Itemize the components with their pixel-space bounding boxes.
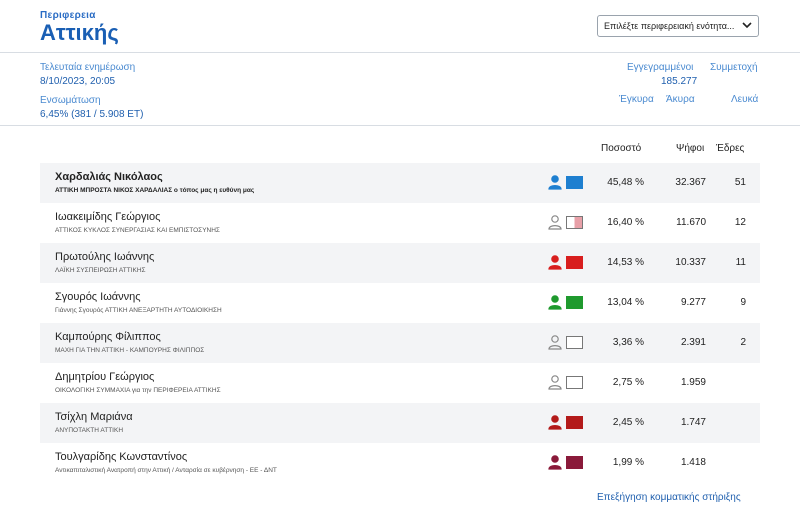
votes-value: 1.959 xyxy=(680,377,706,388)
party-color-swatch xyxy=(566,416,583,429)
table-row[interactable]: Καμπούρης Φίλιππος ΜΑΧΗ ΓΙΑ ΤΗΝ ΑΤΤΙΚΗ -… xyxy=(40,323,760,363)
table-row[interactable]: Δημητρίου Γεώργιος ΟΙΚΟΛΟΓΙΚΗ ΣΥΜΜΑΧΙΑ γ… xyxy=(40,363,760,403)
votes-value: 11.670 xyxy=(676,217,706,228)
person-icon xyxy=(547,294,563,310)
last-update-label: Τελευταία ενημέρωση xyxy=(40,62,136,73)
invalid-label: Άκυρα xyxy=(666,94,695,105)
page-header: Περιφερεια Αττικής Επιλέξτε περιφερειακή… xyxy=(0,0,800,53)
candidate-name: Δημητρίου Γεώργιος xyxy=(55,371,155,383)
seats-value: 2 xyxy=(740,337,746,348)
candidate-name: Τουλγαρίδης Κωνσταντίνος xyxy=(55,451,188,463)
table-row[interactable]: Πρωτούλης Ιωάννης ΛΑΪΚΗ ΣΥΣΠΕΙΡΩΣΗ ΑΤΤΙΚ… xyxy=(40,243,760,283)
party-support-explanation-link[interactable]: Επεξήγηση κομματικής στήριξης xyxy=(597,492,741,503)
person-icon xyxy=(547,414,563,430)
seats-value: 12 xyxy=(734,217,746,228)
party-name: ΑΝΥΠΟΤΑΚΤΗ ΑΤΤΙΚΗ xyxy=(55,427,124,434)
percent-value: 3,36 % xyxy=(612,337,644,348)
percent-value: 2,45 % xyxy=(612,417,644,428)
chevron-down-icon xyxy=(742,20,752,33)
candidate-name: Πρωτούλης Ιωάννης xyxy=(55,251,155,263)
table-row[interactable]: Τουλγαρίδης Κωνσταντίνος Αντικαπιταλιστι… xyxy=(40,443,760,483)
votes-value: 1.747 xyxy=(680,417,706,428)
seats-value: 51 xyxy=(734,177,746,188)
votes-column-header: Ψήφοι xyxy=(676,143,705,154)
party-name: Αντικαπιταλιστική Ανατροπή στην Αττική /… xyxy=(55,467,277,474)
percent-column-header: Ποσοστό xyxy=(601,143,642,154)
percent-value: 16,40 % xyxy=(607,217,644,228)
party-name: ΜΑΧΗ ΓΙΑ ΤΗΝ ΑΤΤΙΚΗ - ΚΑΜΠΟΥΡΗΣ ΦΙΛΙΠΠΟΣ xyxy=(55,347,205,354)
table-row[interactable]: Τσίχλη Μαριάνα ΑΝΥΠΟΤΑΚΤΗ ΑΤΤΙΚΗ 2,45 % … xyxy=(40,403,760,443)
votes-value: 32.367 xyxy=(675,177,706,188)
party-name: ΛΑΪΚΗ ΣΥΣΠΕΙΡΩΣΗ ΑΤΤΙΚΗΣ xyxy=(55,267,146,274)
table-row[interactable]: Σγουρός Ιωάννης Γιάννης Σγουρός ΑΤΤΙΚΗ Α… xyxy=(40,283,760,323)
person-icon xyxy=(547,374,563,390)
party-color-swatch xyxy=(566,176,583,189)
seats-value: 9 xyxy=(740,297,746,308)
party-color-swatch xyxy=(566,456,583,469)
party-color-swatch xyxy=(566,336,583,349)
seats-value: 11 xyxy=(735,257,746,268)
candidate-name: Σγουρός Ιωάννης xyxy=(55,291,141,303)
candidate-name: Τσίχλη Μαριάνα xyxy=(55,411,133,423)
percent-value: 13,04 % xyxy=(607,297,644,308)
percent-value: 45,48 % xyxy=(607,177,644,188)
person-icon xyxy=(547,174,563,190)
party-name: ΑΤΤΙΚΗ ΜΠΡΟΣΤΑ ΝΙΚΟΣ ΧΑΡΔΑΛΙΑΣ ο τόπος μ… xyxy=(55,187,255,194)
party-name: Γιάννης Σγουρός ΑΤΤΙΚΗ ΑΝΕΞΑΡΤΗΤΗ ΑΥΤΟΔΙ… xyxy=(55,307,222,314)
page-title: Αττικής xyxy=(40,20,119,45)
party-color-swatch xyxy=(566,256,583,269)
percent-value: 1,99 % xyxy=(612,457,644,468)
table-header: Ποσοστό Ψήφοι Έδρες xyxy=(40,143,760,163)
seats-column-header: Έδρες xyxy=(716,143,745,154)
table-row[interactable]: Χαρδαλιάς Νικόλαος ΑΤΤΙΚΗ ΜΠΡΟΣΤΑ ΝΙΚΟΣ … xyxy=(40,163,760,203)
registered-label: Εγγεγραμμένοι xyxy=(627,62,694,73)
blank-label: Λευκά xyxy=(731,94,759,105)
party-name: ΑΤΤΙΚΟΣ ΚΥΚΛΟΣ ΣΥΝΕΡΓΑΣΙΑΣ ΚΑΙ ΕΜΠΙΣΤΟΣΥ… xyxy=(55,227,220,234)
percent-value: 2,75 % xyxy=(612,377,644,388)
percent-value: 14,53 % xyxy=(607,257,644,268)
person-icon xyxy=(547,334,563,350)
person-icon xyxy=(547,454,563,470)
table-row[interactable]: Ιωακειμίδης Γεώργιος ΑΤΤΙΚΟΣ ΚΥΚΛΟΣ ΣΥΝΕ… xyxy=(40,203,760,243)
region-select-value: Επιλέξτε περιφερειακή ενότητα... xyxy=(604,21,735,31)
party-color-swatch xyxy=(566,376,583,389)
party-color-swatch xyxy=(566,296,583,309)
integration-label: Ενσωμάτωση xyxy=(40,95,101,106)
person-icon xyxy=(547,254,563,270)
registered-value: 185.277 xyxy=(661,76,698,87)
summary-info: Τελευταία ενημέρωση 8/10/2023, 20:05 Ενσ… xyxy=(0,60,800,126)
last-update-value: 8/10/2023, 20:05 xyxy=(40,76,116,87)
party-name: ΟΙΚΟΛΟΓΙΚΗ ΣΥΜΜΑΧΙΑ για την ΠΕΡΙΦΕΡΕΙΑ Α… xyxy=(55,387,221,394)
person-icon xyxy=(547,214,563,230)
votes-value: 2.391 xyxy=(680,337,706,348)
valid-label: Έγκυρα xyxy=(619,94,654,105)
results-rows: Χαρδαλιάς Νικόλαος ΑΤΤΙΚΗ ΜΠΡΟΣΤΑ ΝΙΚΟΣ … xyxy=(40,163,760,483)
candidate-name: Καμπούρης Φίλιππος xyxy=(55,331,161,343)
candidate-name: Ιωακειμίδης Γεώργιος xyxy=(55,211,161,223)
votes-value: 9.277 xyxy=(680,297,706,308)
votes-value: 1.418 xyxy=(680,457,706,468)
party-color-swatch xyxy=(566,216,583,229)
region-unit-select[interactable]: Επιλέξτε περιφερειακή ενότητα... xyxy=(597,15,759,37)
integration-value: 6,45% (381 / 5.908 ΕΤ) xyxy=(40,109,144,120)
votes-value: 10.337 xyxy=(675,257,706,268)
turnout-label: Συμμετοχή xyxy=(710,62,758,73)
candidate-name: Χαρδαλιάς Νικόλαος xyxy=(55,171,163,183)
region-kicker: Περιφερεια xyxy=(40,10,96,21)
